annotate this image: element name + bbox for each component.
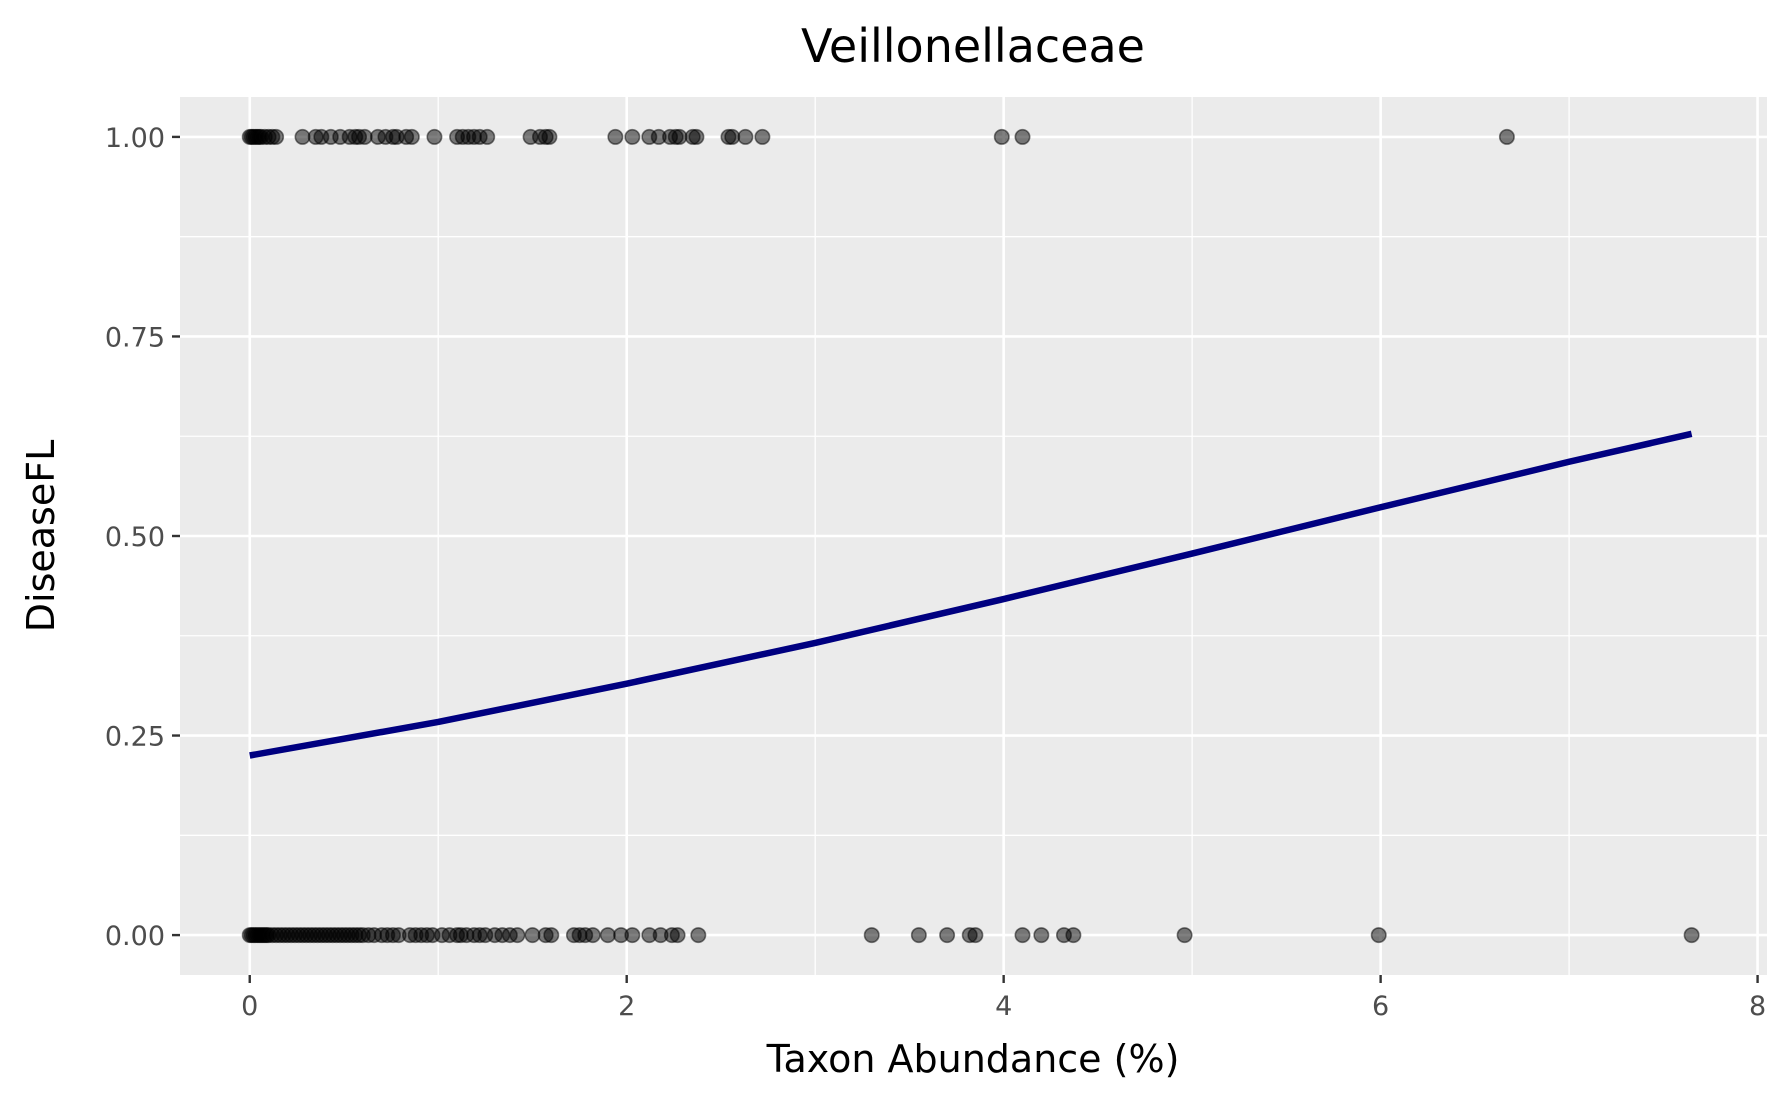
x-tick-label: 6 [1372,991,1389,1022]
data-point [1014,128,1031,145]
data-point [524,927,541,944]
data-point [724,128,741,145]
data-point [737,128,754,145]
data-point [688,128,705,145]
y-axis-title: DiseaseFL [19,440,63,633]
data-point [624,128,641,145]
data-point [1014,927,1031,944]
data-point [294,128,311,145]
data-point [910,927,927,944]
data-point [479,128,496,145]
scatter-points [241,128,1700,944]
data-point [543,927,560,944]
chart-title: Veillonellaceae [801,19,1145,73]
grid-lines [180,97,1767,975]
data-point [1370,927,1387,944]
data-point [599,927,616,944]
data-point [669,927,686,944]
data-point [403,128,420,145]
data-point [584,927,601,944]
data-point [541,128,558,145]
y-tick-label: 0.50 [105,522,165,553]
data-point [509,927,526,944]
data-point [1683,927,1700,944]
data-point [268,128,285,145]
data-point [863,927,880,944]
data-point [1065,927,1082,944]
y-tick-label: 0.25 [105,722,165,753]
y-tick-label: 1.00 [105,123,165,154]
data-point [1033,927,1050,944]
data-point [967,927,984,944]
data-point [1176,927,1193,944]
data-point [993,128,1010,145]
data-point [1498,128,1515,145]
fit-curve-layer [249,430,1693,759]
x-axis-title: Taxon Abundance (%) [766,1037,1180,1081]
data-point [356,128,373,145]
y-tick-label: 0.00 [105,921,165,952]
data-point [939,927,956,944]
data-point [426,128,443,145]
axes: 0 2 4 6 8 0.00 0.25 0.50 0.75 1.00 [105,123,1766,1022]
data-point [754,128,771,145]
data-point [671,128,688,145]
y-tick-label: 0.75 [105,322,165,353]
fit-line [249,430,1693,759]
x-tick-label: 4 [995,991,1012,1022]
data-point [690,927,707,944]
data-point [607,128,624,145]
data-point [624,927,641,944]
x-tick-label: 2 [618,991,635,1022]
x-tick-label: 8 [1749,991,1766,1022]
x-tick-label: 0 [241,991,258,1022]
